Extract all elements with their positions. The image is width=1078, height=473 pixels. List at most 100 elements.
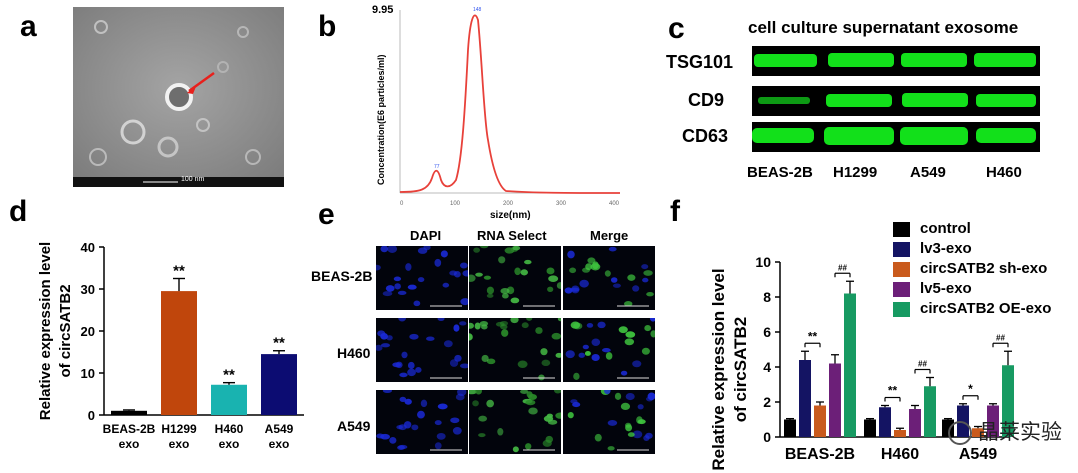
cell-nucleus	[417, 277, 425, 283]
wb-title: cell culture supernatant exosome	[748, 18, 1019, 37]
cell-nucleus	[547, 286, 554, 293]
cell-nucleus	[520, 269, 528, 276]
tem-micrograph: 100 nm	[73, 7, 284, 187]
x-tick-label: BEAS-2B	[103, 422, 156, 436]
cell-nucleus	[637, 404, 644, 410]
cell-nucleus	[483, 275, 492, 280]
cell-nucleus	[394, 283, 401, 290]
cell-nucleus	[608, 246, 617, 252]
significance-mark: **	[273, 335, 285, 352]
significance-mark: *	[968, 382, 973, 396]
fl-image-canvas	[567, 390, 655, 451]
legend-label: control	[920, 220, 971, 237]
cell-nucleus	[434, 258, 442, 267]
cell-nucleus	[569, 267, 577, 274]
cell-nucleus	[398, 318, 407, 322]
cell-nucleus	[481, 354, 489, 363]
legend-label: circSATB2 sh-exo	[920, 260, 1048, 277]
legend-item-lv5: lv5-exo	[893, 280, 972, 298]
cell-nucleus	[459, 262, 468, 269]
cell-nucleus	[594, 433, 602, 442]
cell-nucleus	[387, 246, 398, 253]
cell-nucleus	[618, 326, 628, 334]
cell-nucleus	[486, 358, 496, 365]
cell-nucleus	[392, 362, 402, 368]
cell-nucleus	[535, 327, 543, 334]
panel-letter-a: a	[20, 10, 37, 43]
cell-nucleus	[620, 370, 628, 376]
bar	[211, 384, 247, 415]
cell-nucleus	[380, 246, 389, 253]
bar	[894, 430, 906, 437]
cell-nucleus	[409, 333, 419, 340]
cell-nucleus	[376, 433, 385, 439]
wb-band	[828, 53, 894, 67]
cell-nucleus	[607, 446, 615, 451]
cell-nucleus	[404, 398, 412, 405]
y-tick-label: 30	[81, 282, 95, 297]
cell-nucleus	[650, 330, 655, 338]
legend-item-lv3: lv3-exo	[893, 240, 972, 258]
y-tick-label: 4	[763, 359, 771, 375]
nta-y-label: Concentration(E6 particles/ml)	[376, 54, 386, 185]
fl-col-dapi: DAPI	[410, 228, 442, 243]
cell-nucleus	[579, 279, 589, 288]
bar	[987, 405, 999, 437]
x-tick-label: exo	[169, 437, 190, 451]
bar	[1002, 365, 1014, 437]
cell-nucleus	[540, 348, 548, 356]
cell-nucleus	[472, 400, 479, 407]
panel-letter-f: f	[670, 195, 680, 228]
cell-nucleus	[512, 246, 521, 251]
cell-nucleus	[479, 321, 489, 327]
cell-nucleus	[585, 263, 593, 271]
x-tick-label: A549	[959, 446, 997, 463]
cell-nucleus	[567, 250, 575, 259]
cell-nucleus	[420, 399, 428, 408]
cell-nucleus	[460, 298, 468, 306]
cell-nucleus	[512, 446, 519, 453]
fl-image-canvas	[565, 318, 655, 380]
chart-d: 0 10 20 30 40 Relative expression level of cir…	[37, 240, 304, 451]
cell-nucleus	[602, 347, 611, 353]
wb-band	[826, 94, 892, 107]
cell-nucleus	[525, 443, 532, 450]
bar	[879, 407, 891, 437]
cell-nucleus	[637, 419, 646, 425]
nta-ymax-label: 9.95	[372, 4, 393, 16]
fl-image-canvas	[469, 246, 561, 307]
y-tick-label: 20	[81, 324, 95, 339]
panel-letter-c: c	[668, 12, 685, 45]
exosome-vesicle	[165, 83, 193, 111]
cell-nucleus	[578, 352, 585, 358]
fl-row-beas2b: BEAS-2B	[311, 268, 373, 284]
cell-nucleus	[401, 351, 408, 359]
cell-nucleus	[571, 285, 580, 294]
tem-image	[73, 7, 284, 187]
legend-item-sh: circSATB2 sh-exo	[893, 260, 1047, 278]
fl-row-a549: A549	[337, 418, 371, 434]
cell-nucleus	[454, 354, 462, 362]
cell-nucleus	[396, 425, 403, 430]
cell-nucleus	[625, 331, 636, 338]
cell-nucleus	[479, 246, 489, 249]
bar	[829, 363, 841, 437]
cell-nucleus	[521, 322, 529, 329]
cell-nucleus	[526, 391, 533, 398]
cell-nucleus	[397, 445, 405, 450]
cell-nucleus	[450, 417, 460, 424]
nta-xtick-0: 0	[400, 201, 404, 207]
legend-label: circSATB2 OE-exo	[920, 300, 1052, 317]
cell-nucleus	[510, 297, 520, 304]
cell-nucleus	[587, 257, 596, 264]
y-axis-label: of circSATB2	[731, 317, 750, 423]
cell-nucleus	[555, 412, 561, 419]
cell-nucleus	[526, 318, 533, 321]
nta-distribution-curve	[399, 14, 621, 194]
cell-nucleus	[647, 392, 655, 401]
watermark: 晶莱实验	[948, 416, 1062, 446]
cell-nucleus	[612, 283, 621, 288]
cell-nucleus	[556, 282, 561, 289]
nta-x-label: size(nm)	[490, 210, 531, 221]
fl-row-h460: H460	[337, 345, 371, 361]
